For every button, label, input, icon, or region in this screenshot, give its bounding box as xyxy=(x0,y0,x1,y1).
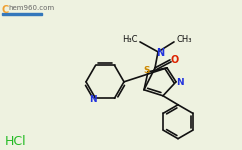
Text: C: C xyxy=(2,5,9,15)
Text: N: N xyxy=(156,48,164,58)
Bar xyxy=(2,13,42,15)
Text: O: O xyxy=(171,55,179,65)
Text: hem960.com: hem960.com xyxy=(8,5,54,11)
Text: HCl: HCl xyxy=(5,135,27,148)
Text: H₃C: H₃C xyxy=(122,35,138,44)
Text: S: S xyxy=(144,66,150,75)
Text: N: N xyxy=(89,95,96,104)
Text: CH₃: CH₃ xyxy=(176,35,192,44)
Text: N: N xyxy=(176,78,184,87)
